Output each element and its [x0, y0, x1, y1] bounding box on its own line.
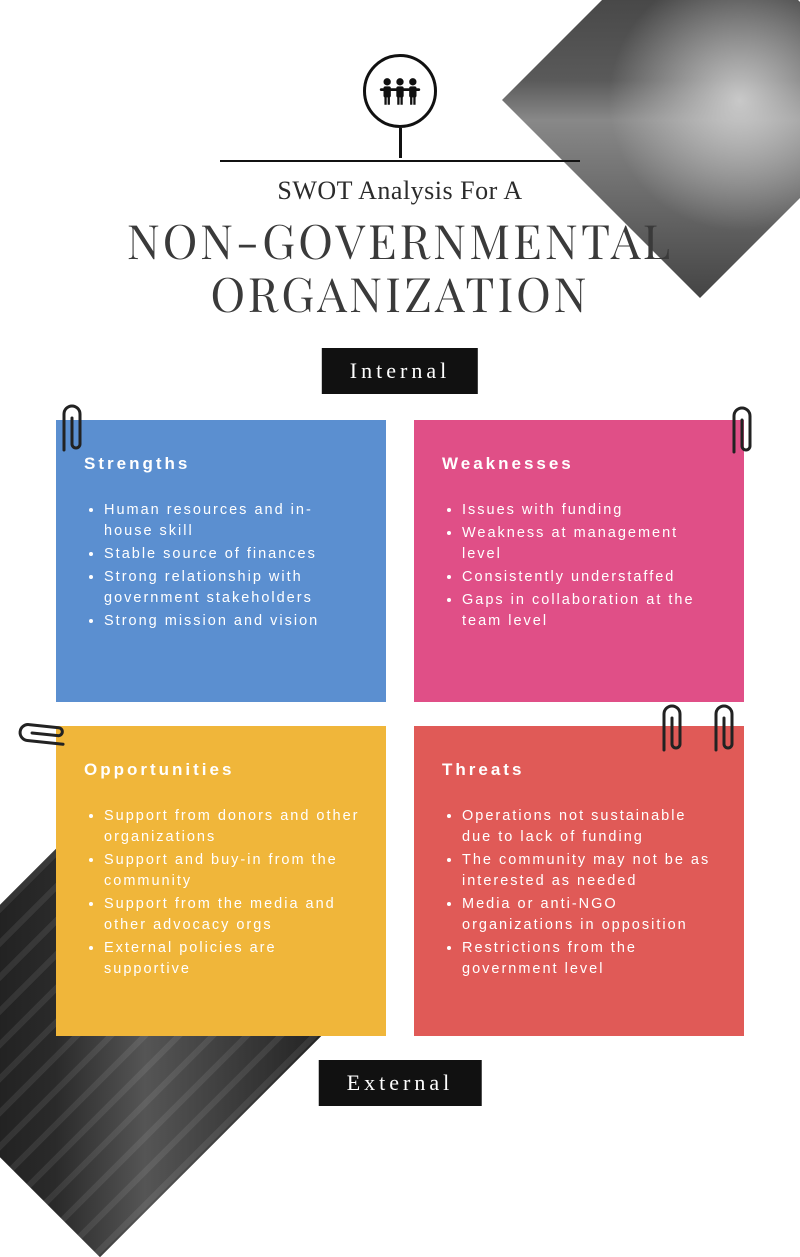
card-weaknesses: Weaknesses Issues with fundingWeakness a…	[414, 420, 744, 702]
card-list: Issues with fundingWeakness at managemen…	[442, 500, 718, 632]
list-item: Consistently understaffed	[462, 567, 718, 588]
list-item: Media or anti-NGO organizations in oppos…	[462, 894, 718, 936]
list-item: Weakness at management level	[462, 523, 718, 565]
card-threats: Threats Operations not sustainable due t…	[414, 726, 744, 1036]
title-line-2: ORGANIZATION	[210, 261, 589, 324]
tag-internal: Internal	[322, 348, 478, 394]
list-item: Human resources and in-house skill	[104, 500, 360, 542]
list-item: Operations not sustainable due to lack o…	[462, 806, 718, 848]
card-heading: Threats	[442, 760, 718, 780]
subtitle: SWOT Analysis For A	[0, 176, 800, 206]
title-rule	[220, 160, 580, 162]
list-item: Stable source of finances	[104, 544, 360, 565]
card-list: Operations not sustainable due to lack o…	[442, 806, 718, 980]
card-list: Human resources and in-house skillStable…	[84, 500, 360, 632]
logo-lollipop	[363, 54, 437, 158]
main-title: NON-GOVERNMENTAL ORGANIZATION	[0, 214, 800, 319]
swot-grid: Strengths Human resources and in-house s…	[56, 420, 744, 1036]
tag-external: External	[319, 1060, 482, 1106]
card-heading: Strengths	[84, 454, 360, 474]
list-item: Support from the media and other advocac…	[104, 894, 360, 936]
list-item: Issues with funding	[462, 500, 718, 521]
card-strengths: Strengths Human resources and in-house s…	[56, 420, 386, 702]
list-item: Gaps in collaboration at the team level	[462, 590, 718, 632]
people-icon	[363, 54, 437, 128]
list-item: Support from donors and other organizati…	[104, 806, 360, 848]
card-heading: Opportunities	[84, 760, 360, 780]
card-list: Support from donors and other organizati…	[84, 806, 360, 980]
list-item: Restrictions from the government level	[462, 938, 718, 980]
list-item: The community may not be as interested a…	[462, 850, 718, 892]
list-item: External policies are supportive	[104, 938, 360, 980]
card-opportunities: Opportunities Support from donors and ot…	[56, 726, 386, 1036]
list-item: Strong relationship with government stak…	[104, 567, 360, 609]
list-item: Support and buy-in from the community	[104, 850, 360, 892]
list-item: Strong mission and vision	[104, 611, 360, 632]
card-heading: Weaknesses	[442, 454, 718, 474]
